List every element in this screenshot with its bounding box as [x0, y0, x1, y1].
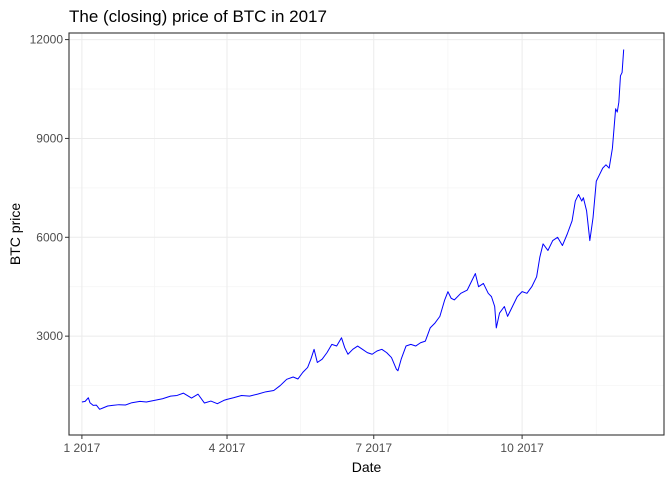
panel-border [68, 32, 665, 436]
btc-price-line [81, 49, 625, 410]
x-axis-title: Date [352, 459, 382, 475]
y-tick-label: 9000 [36, 131, 63, 145]
x-tick-label: 7 2017 [355, 441, 392, 455]
x-tick-label: 4 2017 [209, 441, 246, 455]
chart-title: The (closing) price of BTC in 2017 [69, 7, 327, 26]
x-tick-label: 10 2017 [500, 441, 544, 455]
y-axis-title: BTC price [7, 203, 23, 265]
ticks: 3000 6000 9000 12000 1 2017 4 2017 7 2017 10 20… [30, 33, 544, 455]
y-tick-label: 6000 [36, 230, 63, 244]
y-tick-label: 3000 [36, 329, 63, 343]
x-tick-label: 1 2017 [64, 441, 101, 455]
data-line-group [81, 49, 625, 410]
y-tick-label: 12000 [30, 33, 64, 47]
grid [69, 33, 664, 435]
